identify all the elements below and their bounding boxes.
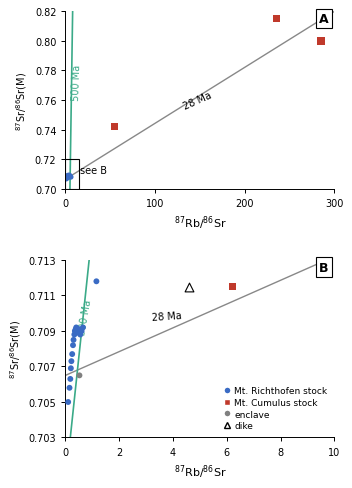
Point [230,283,235,291]
Text: 500 Ma: 500 Ma [77,299,93,336]
Point [68,365,74,372]
Point [112,123,118,131]
X-axis label: $^{87}$Rb/$^{86}$Sr: $^{87}$Rb/$^{86}$Sr [174,462,226,480]
Point [79,327,84,335]
Point [77,325,82,333]
Text: 28 Ma: 28 Ma [182,90,214,112]
Text: B: B [319,261,328,274]
Point [80,324,86,332]
Point [64,173,70,181]
Point [187,283,192,291]
Point [69,350,75,358]
Point [70,342,76,349]
Point [77,372,82,380]
Point [68,174,74,182]
Point [68,375,73,383]
Point [318,38,324,46]
Point [64,174,70,182]
Bar [65,160,79,189]
Point [71,336,76,344]
Point [65,398,71,406]
Point [76,329,81,337]
Point [75,325,80,333]
Text: see B: see B [80,165,107,175]
Point [77,331,83,339]
Point [274,16,279,23]
Point [73,325,78,333]
Point [65,172,70,180]
Text: 500 Ma: 500 Ma [71,65,83,102]
Point [69,358,74,366]
Point [67,173,73,181]
X-axis label: $^{87}$Rb/$^{86}$Sr: $^{87}$Rb/$^{86}$Sr [174,214,226,231]
Point [74,327,80,335]
Text: A: A [319,13,328,26]
Point [72,327,78,335]
Point [67,384,72,392]
Point [66,173,71,181]
Text: 28 Ma: 28 Ma [152,311,182,323]
Y-axis label: $^{87}$Sr/$^{86}$Sr(M): $^{87}$Sr/$^{86}$Sr(M) [8,320,23,379]
Point [64,176,69,183]
Point [66,172,72,180]
Point [94,278,99,285]
Legend: Mt. Richthofen stock, Mt. Cumulus stock, enclave, dike: Mt. Richthofen stock, Mt. Cumulus stock,… [221,384,330,433]
Point [74,324,79,332]
Y-axis label: $^{87}$Sr/$^{86}$Sr(M): $^{87}$Sr/$^{86}$Sr(M) [14,71,29,130]
Point [65,174,71,182]
Point [71,331,77,339]
